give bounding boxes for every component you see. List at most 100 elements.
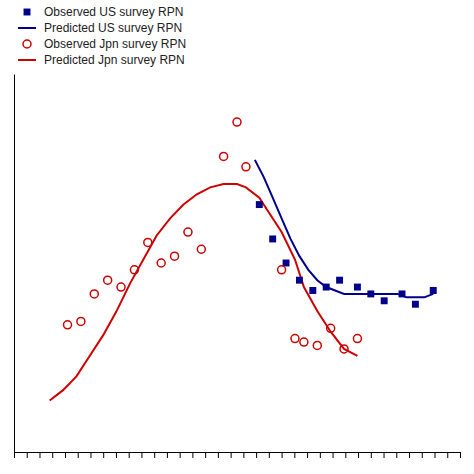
point <box>233 118 241 126</box>
x-tick <box>409 452 410 458</box>
x-tick <box>345 452 346 458</box>
point <box>157 259 165 267</box>
x-tick <box>27 452 28 458</box>
x-tick <box>358 452 359 458</box>
x-tick <box>307 452 308 458</box>
point <box>283 260 290 267</box>
x-tick-mark <box>52 452 53 458</box>
legend-label: Predicted US survey RPN <box>44 21 182 35</box>
scatter-series <box>64 118 362 353</box>
x-tick-mark <box>218 452 219 458</box>
x-tick-mark <box>90 452 91 458</box>
x-tick-mark <box>435 452 436 458</box>
point <box>367 290 374 297</box>
x-tick <box>243 452 244 458</box>
point <box>354 284 361 291</box>
x-tick-mark <box>116 452 117 458</box>
x-tick <box>78 452 79 458</box>
legend: Observed US survey RPN Predicted US surve… <box>18 5 186 67</box>
point <box>340 345 348 353</box>
legend-swatch <box>18 59 36 61</box>
x-tick-mark <box>154 452 155 458</box>
x-tick <box>282 452 283 458</box>
x-tick <box>90 452 91 458</box>
legend-item: Observed US survey RPN <box>24 5 184 19</box>
x-tick-mark <box>256 452 257 458</box>
x-tick-mark <box>282 452 283 458</box>
point <box>197 245 205 253</box>
x-tick <box>116 452 117 458</box>
point <box>171 252 179 260</box>
line <box>255 160 433 297</box>
x-tick-mark <box>243 452 244 458</box>
x-tick <box>333 452 334 458</box>
point <box>430 287 437 294</box>
x-tick-mark <box>447 452 448 458</box>
x-tick <box>180 452 181 458</box>
x-tick-mark <box>192 452 193 458</box>
x-tick <box>52 452 53 458</box>
x-tick <box>371 452 372 458</box>
legend-item: Observed Jpn survey RPN <box>23 37 186 51</box>
point <box>269 235 276 242</box>
x-tick <box>256 452 257 458</box>
x-tick-mark <box>460 452 461 458</box>
point <box>242 163 250 171</box>
legend-swatch <box>23 40 31 48</box>
point <box>278 266 286 274</box>
x-tick <box>39 452 40 458</box>
x-tick-mark <box>307 452 308 458</box>
point <box>309 287 316 294</box>
x-tick <box>384 452 385 458</box>
point <box>323 284 330 291</box>
x-tick-mark <box>167 452 168 458</box>
x-tick-mark <box>269 452 270 458</box>
x-tick-mark <box>294 452 295 458</box>
x-tick-mark <box>371 452 372 458</box>
point <box>412 301 419 308</box>
point <box>291 335 299 343</box>
point <box>77 317 85 325</box>
x-tick <box>103 452 104 458</box>
point <box>64 321 72 329</box>
x-tick-mark <box>65 452 66 458</box>
x-tick <box>231 452 232 458</box>
x-tick-mark <box>14 452 15 458</box>
point <box>184 228 192 236</box>
legend-label: Observed Jpn survey RPN <box>44 37 186 51</box>
x-tick-mark <box>345 452 346 458</box>
x-tick-mark <box>333 452 334 458</box>
x-tick-mark <box>396 452 397 458</box>
legend-item: Predicted Jpn survey RPN <box>18 53 185 67</box>
point <box>381 297 388 304</box>
legend-item: Predicted US survey RPN <box>18 21 182 35</box>
line <box>50 184 358 400</box>
x-tick-mark <box>141 452 142 458</box>
legend-label: Predicted Jpn survey RPN <box>44 53 185 67</box>
legend-label: Observed US survey RPN <box>44 5 183 19</box>
x-tick <box>192 452 193 458</box>
x-tick <box>141 452 142 458</box>
x-tick <box>65 452 66 458</box>
point <box>104 276 112 284</box>
x-tick <box>447 452 448 458</box>
x-tick-mark <box>409 452 410 458</box>
legend-swatch <box>18 27 36 29</box>
x-tick <box>14 452 15 458</box>
x-tick-mark <box>78 452 79 458</box>
x-axis-line <box>15 452 461 453</box>
x-tick-mark <box>180 452 181 458</box>
point <box>296 277 303 284</box>
x-tick-mark <box>103 452 104 458</box>
legend-swatch <box>24 9 31 16</box>
x-tick <box>435 452 436 458</box>
x-tick <box>154 452 155 458</box>
x-tick-mark <box>422 452 423 458</box>
point <box>90 290 98 298</box>
plot-area <box>50 118 437 400</box>
x-tick <box>269 452 270 458</box>
x-axis <box>15 452 461 458</box>
x-tick <box>460 452 461 458</box>
point <box>144 238 152 246</box>
point <box>130 266 138 274</box>
